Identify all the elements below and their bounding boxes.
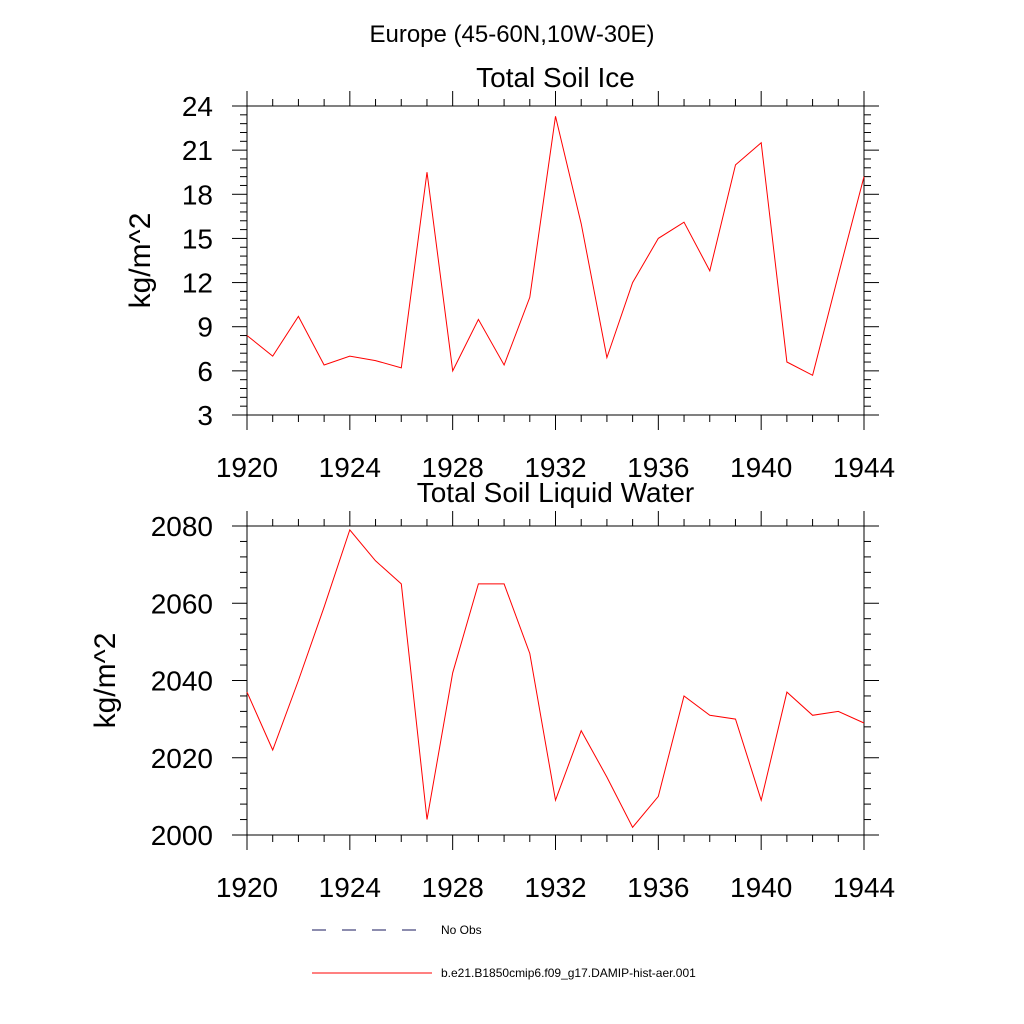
soil-liquid-xtick-label: 1928 — [422, 872, 484, 903]
legend-model-label: b.e21.B1850cmip6.f09_g17.DAMIP-hist-aer.… — [441, 966, 696, 980]
soil-ice-xtick-label: 1940 — [730, 452, 792, 483]
soil-liquid-series-line — [246, 528, 865, 829]
soil-ice-xtick-label: 1924 — [319, 452, 381, 483]
soil-ice-frame — [246, 105, 865, 416]
soil-ice-series-line — [246, 116, 865, 377]
figure-suptitle: Europe (45-60N,10W-30E) — [369, 21, 654, 48]
soil-ice-xtick-label: 1928 — [422, 452, 484, 483]
soil-liquid-xtick-label: 1924 — [319, 872, 381, 903]
soil-ice-panel: Total Soil Ice kg/m^2 3 6 9 12 15 18 21 24 1920 192… — [124, 62, 895, 483]
soil-ice-ytick-label: 9 — [197, 312, 213, 343]
soil-ice-ytick-label: 3 — [197, 400, 213, 431]
soil-liquid-ytick-label: 2060 — [151, 588, 213, 619]
soil-liquid-xtick-label: 1936 — [627, 872, 689, 903]
soil-ice-ytick-label: 6 — [197, 356, 213, 387]
soil-liquid-xtick-label: 1932 — [524, 872, 586, 903]
soil-ice-xtick-label: 1932 — [524, 452, 586, 483]
soil-ice-ytick-label: 18 — [182, 179, 213, 210]
soil-liquid-frame — [246, 525, 865, 836]
soil-liquid-ylabel: kg/m^2 — [89, 633, 122, 729]
soil-liquid-ytick-label: 2020 — [151, 743, 213, 774]
legend-no-obs-label: No Obs — [441, 923, 482, 937]
soil-liquid-title: Total Soil Liquid Water — [417, 477, 695, 508]
soil-liquid-xtick-label: 1940 — [730, 872, 792, 903]
soil-ice-ylabel: kg/m^2 — [124, 213, 157, 309]
soil-ice-title: Total Soil Ice — [476, 62, 635, 93]
soil-ice-ytick-label: 24 — [182, 91, 213, 122]
soil-ice-xtick-label: 1920 — [216, 452, 278, 483]
soil-liquid-ytick-label: 2040 — [151, 666, 213, 697]
soil-liquid-ytick-label: 2080 — [151, 511, 213, 542]
soil-ice-xtick-label: 1944 — [833, 452, 895, 483]
soil-ice-ytick-label: 12 — [182, 268, 213, 299]
soil-liquid-water-panel: Total Soil Liquid Water kg/m^2 2000 2020 204… — [89, 477, 895, 903]
legend: No Obs b.e21.B1850cmip6.f09_g17.DAMIP-hi… — [312, 923, 696, 980]
soil-ice-xtick-label: 1936 — [627, 452, 689, 483]
soil-ice-ytick-label: 21 — [182, 135, 213, 166]
soil-liquid-ytick-label: 2000 — [151, 820, 213, 851]
soil-ice-ytick-label: 15 — [182, 223, 213, 254]
soil-liquid-xtick-label: 1944 — [833, 872, 895, 903]
soil-liquid-xtick-label: 1920 — [216, 872, 278, 903]
